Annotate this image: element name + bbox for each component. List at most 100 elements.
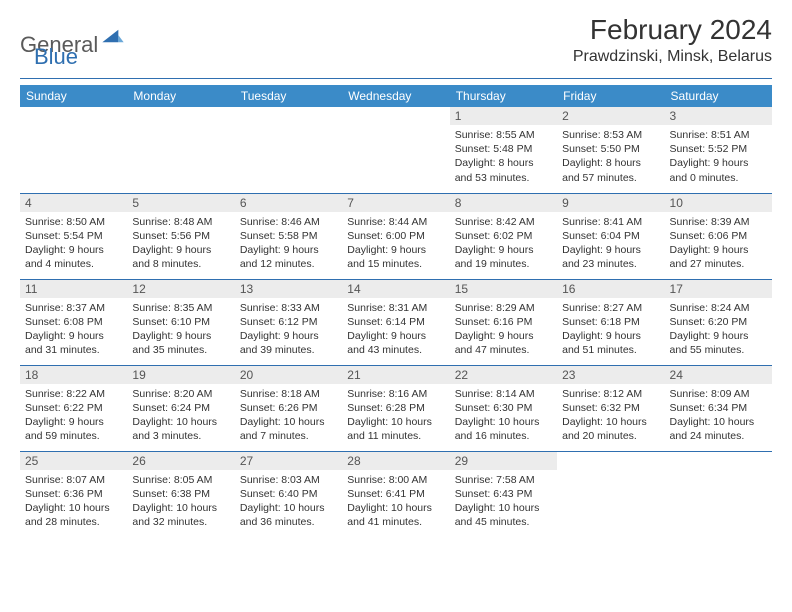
sunset-line: Sunset: 6:04 PM (562, 229, 659, 243)
sunrise-line: Sunrise: 8:27 AM (562, 301, 659, 315)
day-cell: 6Sunrise: 8:46 AMSunset: 5:58 PMDaylight… (235, 193, 342, 279)
daylight-line: Daylight: 9 hours and 23 minutes. (562, 243, 659, 271)
sunset-line: Sunset: 5:56 PM (132, 229, 229, 243)
day-body: Sunrise: 8:14 AMSunset: 6:30 PMDaylight:… (450, 384, 557, 448)
day-number: 5 (127, 194, 234, 212)
week-row: 11Sunrise: 8:37 AMSunset: 6:08 PMDayligh… (20, 279, 772, 365)
day-number: 29 (450, 452, 557, 470)
empty-cell (557, 451, 664, 537)
sunrise-line: Sunrise: 8:53 AM (562, 128, 659, 142)
daylight-line: Daylight: 10 hours and 28 minutes. (25, 501, 122, 529)
day-cell: 17Sunrise: 8:24 AMSunset: 6:20 PMDayligh… (665, 279, 772, 365)
day-number: 3 (665, 107, 772, 125)
day-cell: 11Sunrise: 8:37 AMSunset: 6:08 PMDayligh… (20, 279, 127, 365)
empty-cell (665, 451, 772, 537)
day-body: Sunrise: 8:16 AMSunset: 6:28 PMDaylight:… (342, 384, 449, 448)
daylight-line: Daylight: 9 hours and 47 minutes. (455, 329, 552, 357)
day-body: Sunrise: 7:58 AMSunset: 6:43 PMDaylight:… (450, 470, 557, 534)
day-number: 17 (665, 280, 772, 298)
week-row: 25Sunrise: 8:07 AMSunset: 6:36 PMDayligh… (20, 451, 772, 537)
daylight-line: Daylight: 8 hours and 57 minutes. (562, 156, 659, 184)
sunrise-line: Sunrise: 8:41 AM (562, 215, 659, 229)
day-number: 13 (235, 280, 342, 298)
sunrise-line: Sunrise: 8:50 AM (25, 215, 122, 229)
daylight-line: Daylight: 9 hours and 4 minutes. (25, 243, 122, 271)
day-cell: 18Sunrise: 8:22 AMSunset: 6:22 PMDayligh… (20, 365, 127, 451)
empty-cell (20, 107, 127, 193)
daylight-line: Daylight: 10 hours and 7 minutes. (240, 415, 337, 443)
sunset-line: Sunset: 6:10 PM (132, 315, 229, 329)
sunset-line: Sunset: 6:22 PM (25, 401, 122, 415)
week-row: 1Sunrise: 8:55 AMSunset: 5:48 PMDaylight… (20, 107, 772, 193)
day-cell: 26Sunrise: 8:05 AMSunset: 6:38 PMDayligh… (127, 451, 234, 537)
day-number: 10 (665, 194, 772, 212)
sunset-line: Sunset: 6:32 PM (562, 401, 659, 415)
day-number: 16 (557, 280, 664, 298)
sunset-line: Sunset: 6:12 PM (240, 315, 337, 329)
day-number: 25 (20, 452, 127, 470)
sunset-line: Sunset: 6:26 PM (240, 401, 337, 415)
sunrise-line: Sunrise: 8:44 AM (347, 215, 444, 229)
day-number: 27 (235, 452, 342, 470)
daylight-line: Daylight: 9 hours and 35 minutes. (132, 329, 229, 357)
sunset-line: Sunset: 5:54 PM (25, 229, 122, 243)
day-cell: 16 Sunrise: 8:27 AMSunset: 6:18 PMDayligh… (557, 279, 664, 365)
day-number: 18 (20, 366, 127, 384)
day-cell: 29Sunrise: 7:58 AMSunset: 6:43 PMDayligh… (450, 451, 557, 537)
daylight-line: Daylight: 10 hours and 16 minutes. (455, 415, 552, 443)
daylight-line: Daylight: 10 hours and 24 minutes. (670, 415, 767, 443)
sunrise-line: Sunrise: 8:42 AM (455, 215, 552, 229)
sunset-line: Sunset: 6:24 PM (132, 401, 229, 415)
sunrise-line: Sunrise: 8:46 AM (240, 215, 337, 229)
day-cell: 9 Sunrise: 8:41 AMSunset: 6:04 PMDaylight… (557, 193, 664, 279)
sunset-line: Sunset: 6:14 PM (347, 315, 444, 329)
day-cell: 4Sunrise: 8:50 AMSunset: 5:54 PMDaylight… (20, 193, 127, 279)
sunrise-line: Sunrise: 8:16 AM (347, 387, 444, 401)
daylight-line: Daylight: 9 hours and 43 minutes. (347, 329, 444, 357)
daylight-line: Daylight: 9 hours and 19 minutes. (455, 243, 552, 271)
sunrise-line: Sunrise: 8:22 AM (25, 387, 122, 401)
sunrise-line: Sunrise: 8:14 AM (455, 387, 552, 401)
empty-cell (342, 107, 449, 193)
daylight-line: Daylight: 8 hours and 53 minutes. (455, 156, 552, 184)
location-subtitle: Prawdzinski, Minsk, Belarus (573, 48, 772, 66)
sunset-line: Sunset: 6:43 PM (455, 487, 552, 501)
sunset-line: Sunset: 6:18 PM (562, 315, 659, 329)
daylight-line: Daylight: 9 hours and 27 minutes. (670, 243, 767, 271)
sunrise-line: Sunrise: 7:58 AM (455, 473, 552, 487)
day-cell: 12Sunrise: 8:35 AMSunset: 6:10 PMDayligh… (127, 279, 234, 365)
day-body: Sunrise: 8:31 AMSunset: 6:14 PMDaylight:… (342, 298, 449, 362)
header: General Blue February 2024 Prawdzinski, … (20, 14, 772, 74)
sunset-line: Sunset: 6:08 PM (25, 315, 122, 329)
day-body: Sunrise: 8:55 AMSunset: 5:48 PMDaylight:… (450, 125, 557, 189)
sunset-line: Sunset: 6:41 PM (347, 487, 444, 501)
day-cell: 13Sunrise: 8:33 AMSunset: 6:12 PMDayligh… (235, 279, 342, 365)
day-number: 9 (557, 194, 664, 212)
day-cell: 7Sunrise: 8:44 AMSunset: 6:00 PMDaylight… (342, 193, 449, 279)
sunset-line: Sunset: 6:06 PM (670, 229, 767, 243)
day-number: 1 (450, 107, 557, 125)
month-title: February 2024 (573, 14, 772, 46)
day-number: 12 (127, 280, 234, 298)
daylight-line: Daylight: 9 hours and 8 minutes. (132, 243, 229, 271)
dayname-tuesday: Tuesday (235, 85, 342, 107)
brand-triangle-icon (102, 28, 124, 44)
day-number: 19 (127, 366, 234, 384)
dayname-wednesday: Wednesday (342, 85, 449, 107)
day-body: Sunrise: 8:44 AMSunset: 6:00 PMDaylight:… (342, 212, 449, 276)
sunset-line: Sunset: 6:30 PM (455, 401, 552, 415)
day-body: Sunrise: 8:20 AMSunset: 6:24 PMDaylight:… (127, 384, 234, 448)
day-number: 7 (342, 194, 449, 212)
daylight-line: Daylight: 10 hours and 41 minutes. (347, 501, 444, 529)
day-number: 26 (127, 452, 234, 470)
title-block: February 2024 Prawdzinski, Minsk, Belaru… (573, 14, 772, 66)
daylight-line: Daylight: 9 hours and 15 minutes. (347, 243, 444, 271)
sunset-line: Sunset: 5:52 PM (670, 142, 767, 156)
day-number: 28 (342, 452, 449, 470)
day-body: Sunrise: 8:33 AMSunset: 6:12 PMDaylight:… (235, 298, 342, 362)
daylight-line: Daylight: 9 hours and 51 minutes. (562, 329, 659, 357)
day-body: Sunrise: 8:22 AMSunset: 6:22 PMDaylight:… (20, 384, 127, 448)
day-number: 22 (450, 366, 557, 384)
sunset-line: Sunset: 6:28 PM (347, 401, 444, 415)
dayname-thursday: Thursday (450, 85, 557, 107)
